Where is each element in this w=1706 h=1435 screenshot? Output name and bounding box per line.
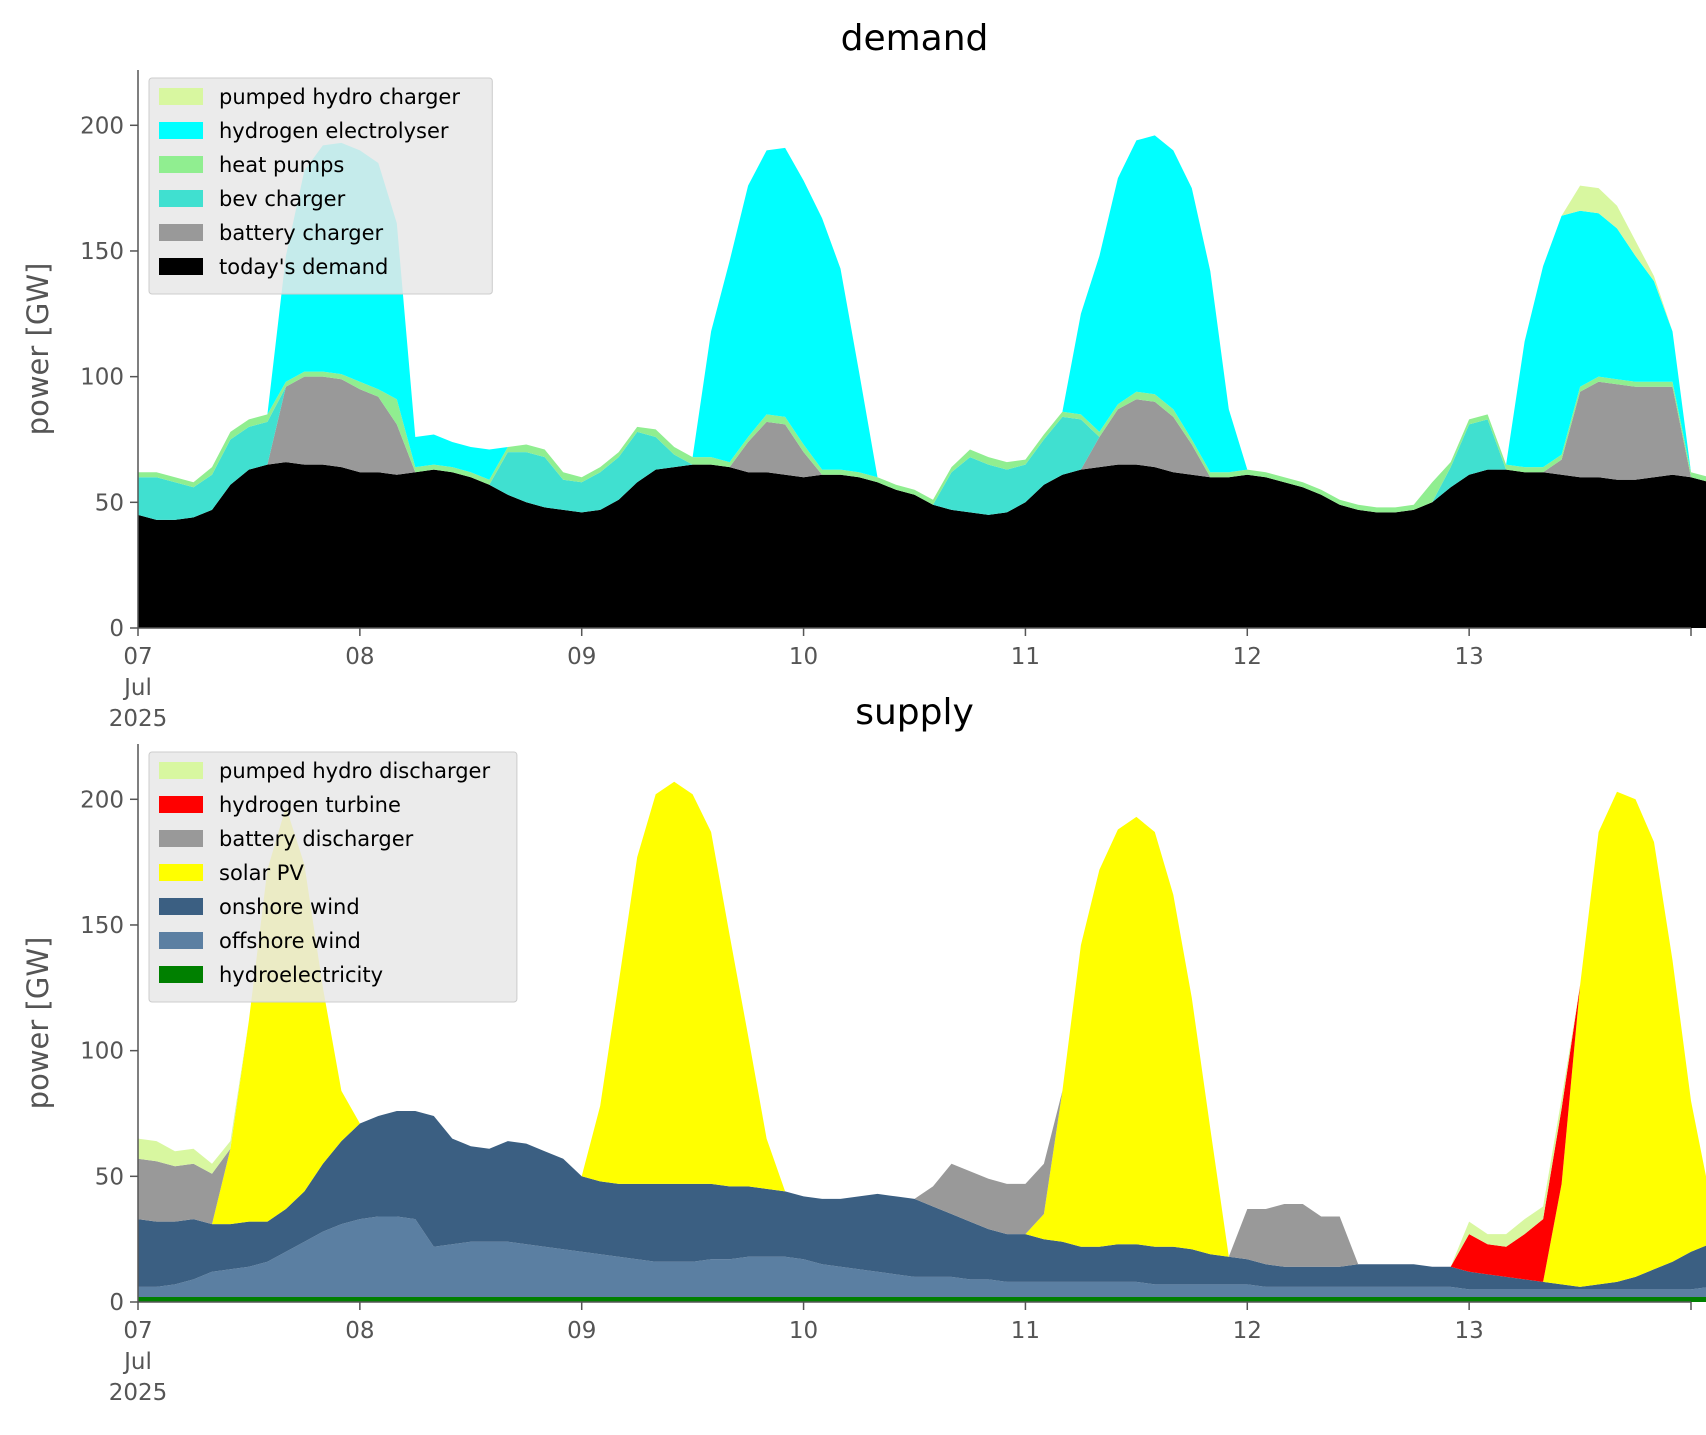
legend-label: onshore wind [219,895,360,919]
x-tick-label: 09 [567,1318,596,1344]
legend-swatch [159,864,203,881]
legend-label: battery discharger [219,827,414,851]
legend-box [148,751,518,1003]
x-tick-label: 08 [345,1318,374,1344]
legend-swatch [159,762,203,779]
legend-swatch [159,258,203,275]
legend-label: heat pumps [219,153,344,177]
y-tick-label: 150 [80,239,124,265]
legend-swatch [159,190,203,207]
x-tick-label: Jul [122,675,152,701]
area-series-offshore-wind [138,1216,1706,1297]
legend-label: hydrogen electrolyser [219,119,449,143]
area-series-today-s-demand [138,462,1706,628]
legend-label: hydrogen turbine [219,793,401,817]
area-series-onshore-wind [138,1111,1706,1290]
y-axis-label: power [GW] [21,263,55,436]
x-tick-label: 11 [1011,1318,1040,1344]
chart-title: supply [855,692,974,733]
x-tick-label: 11 [1011,644,1040,670]
x-tick-label: 12 [1233,1318,1262,1344]
legend-swatch [159,966,203,983]
x-tick-label: Jul [122,1349,152,1375]
x-tick-label: 07 [123,644,152,670]
x-tick-label: 10 [789,1318,818,1344]
legend-label: battery charger [219,221,384,245]
x-tick-label: 13 [1455,644,1484,670]
chart-panel-supply: supply power [GW] 0 50 100 150 200 07 Jul 2025 08 0… [21,692,1706,1406]
x-tick-label: 08 [345,644,374,670]
x-tick-label: 2025 [109,706,168,732]
chart-panel-demand: demand power [GW] 0 50 100 150 200 07 Jul 2025 08 0… [21,18,1706,732]
x-tick-label: 13 [1455,1318,1484,1344]
area-series-hydroelectricity [138,1297,1706,1302]
y-tick-label: 200 [80,787,124,813]
x-tick-label: 09 [567,644,596,670]
y-tick-label: 100 [80,365,124,391]
legend-swatch [159,830,203,847]
area-series-battery-charger [138,376,1706,520]
y-tick-label: 200 [80,113,124,139]
legend-label: offshore wind [219,929,361,953]
area-series-bev-charger [138,376,1706,520]
y-tick-label: 50 [95,490,124,516]
y-tick-label: 150 [80,913,124,939]
x-tick-label: 07 [123,1318,152,1344]
y-tick-label: 0 [109,1290,124,1316]
y-tick-label: 50 [95,1164,124,1190]
y-axis-label: power [GW] [21,937,55,1110]
y-tick-label: 100 [80,1039,124,1065]
legend-swatch [159,796,203,813]
area-layers [138,135,1706,628]
legend-label: bev charger [219,187,346,211]
legend-swatch [159,898,203,915]
y-tick-label: 0 [109,616,124,642]
legend-swatch [159,88,203,105]
legend-swatch [159,932,203,949]
legend: pumped hydro charger hydrogen electrolyse… [148,77,493,295]
x-tick-label: 12 [1233,644,1262,670]
area-series-hydrogen-turbine [138,781,1706,1282]
legend-label: hydroelectricity [219,963,383,987]
legend-label: pumped hydro discharger [219,759,490,783]
legend: pumped hydro discharger hydrogen turbine b… [148,751,518,1003]
legend-label: solar PV [219,861,304,885]
x-tick-label: 10 [789,644,818,670]
legend-swatch [159,224,203,241]
area-layers [138,781,1706,1302]
chart-title: demand [841,18,989,59]
x-tick-label: 2025 [109,1380,168,1406]
legend-label: today's demand [219,255,388,279]
legend-swatch [159,156,203,173]
legend-label: pumped hydro charger [219,85,460,109]
legend-swatch [159,122,203,139]
legend-box [148,77,493,295]
